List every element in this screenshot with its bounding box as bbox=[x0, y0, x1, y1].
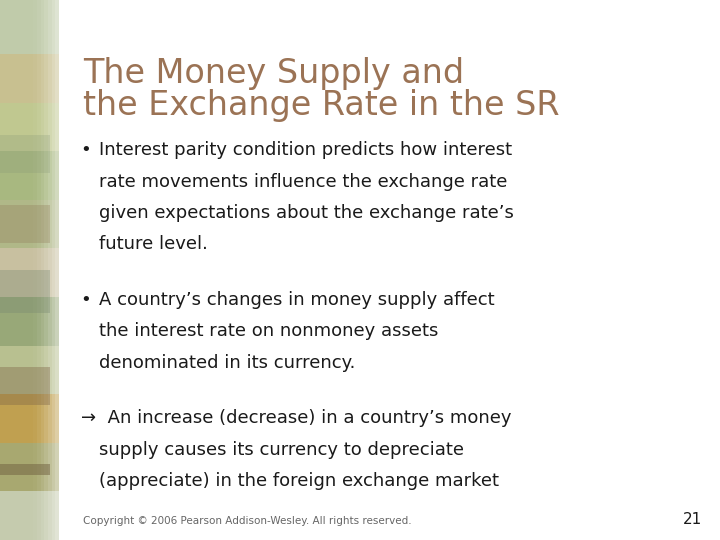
Bar bbox=[0, 200, 59, 248]
Text: denominated in its currency.: denominated in its currency. bbox=[99, 354, 356, 372]
Text: The Money Supply and: The Money Supply and bbox=[83, 57, 464, 90]
Text: 21: 21 bbox=[683, 511, 702, 526]
Text: given expectations about the exchange rate’s: given expectations about the exchange ra… bbox=[99, 204, 514, 222]
Bar bbox=[37, 0, 40, 540]
Text: rate movements influence the exchange rate: rate movements influence the exchange ra… bbox=[99, 173, 508, 191]
Bar bbox=[48, 0, 52, 540]
Bar bbox=[0, 103, 59, 151]
Text: the interest rate on nonmoney assets: the interest rate on nonmoney assets bbox=[99, 322, 438, 340]
Bar bbox=[0, 54, 59, 103]
Bar bbox=[0, 248, 59, 297]
Bar bbox=[40, 0, 45, 540]
Text: Interest parity condition predicts how interest: Interest parity condition predicts how i… bbox=[99, 141, 513, 159]
Text: →  An increase (decrease) in a country’s money: → An increase (decrease) in a country’s … bbox=[81, 409, 511, 427]
Text: (appreciate) in the foreign exchange market: (appreciate) in the foreign exchange mar… bbox=[99, 472, 500, 490]
Bar bbox=[0, 297, 59, 346]
Bar bbox=[0, 394, 59, 443]
Bar bbox=[45, 0, 48, 540]
Bar bbox=[0, 151, 59, 200]
Text: the Exchange Rate in the SR: the Exchange Rate in the SR bbox=[83, 89, 559, 122]
Bar bbox=[0, 491, 59, 540]
Bar bbox=[52, 0, 55, 540]
Text: A country’s changes in money supply affect: A country’s changes in money supply affe… bbox=[99, 291, 495, 309]
Bar bbox=[0, 205, 50, 243]
Bar bbox=[0, 443, 59, 491]
Text: future level.: future level. bbox=[99, 235, 208, 253]
Bar bbox=[0, 367, 50, 405]
Bar bbox=[0, 0, 59, 54]
Text: •: • bbox=[81, 141, 91, 159]
Bar bbox=[55, 0, 59, 540]
Text: supply causes its currency to depreciate: supply causes its currency to depreciate bbox=[99, 441, 464, 458]
Bar bbox=[0, 464, 50, 475]
Bar bbox=[0, 346, 59, 394]
Text: Copyright © 2006 Pearson Addison-Wesley. All rights reserved.: Copyright © 2006 Pearson Addison-Wesley.… bbox=[83, 516, 411, 526]
Bar bbox=[0, 270, 50, 313]
Bar bbox=[33, 0, 37, 540]
Bar bbox=[0, 135, 50, 173]
Text: •: • bbox=[81, 291, 91, 309]
Bar bbox=[30, 0, 33, 540]
